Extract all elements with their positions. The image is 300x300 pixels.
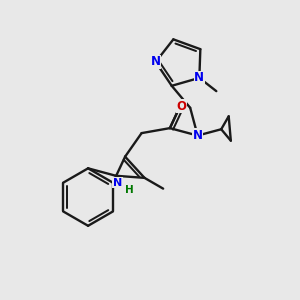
Text: O: O	[177, 100, 187, 113]
Text: N: N	[194, 71, 204, 84]
Text: N: N	[113, 178, 122, 188]
Text: H: H	[125, 184, 134, 195]
Text: N: N	[151, 56, 161, 68]
Text: N: N	[193, 129, 202, 142]
